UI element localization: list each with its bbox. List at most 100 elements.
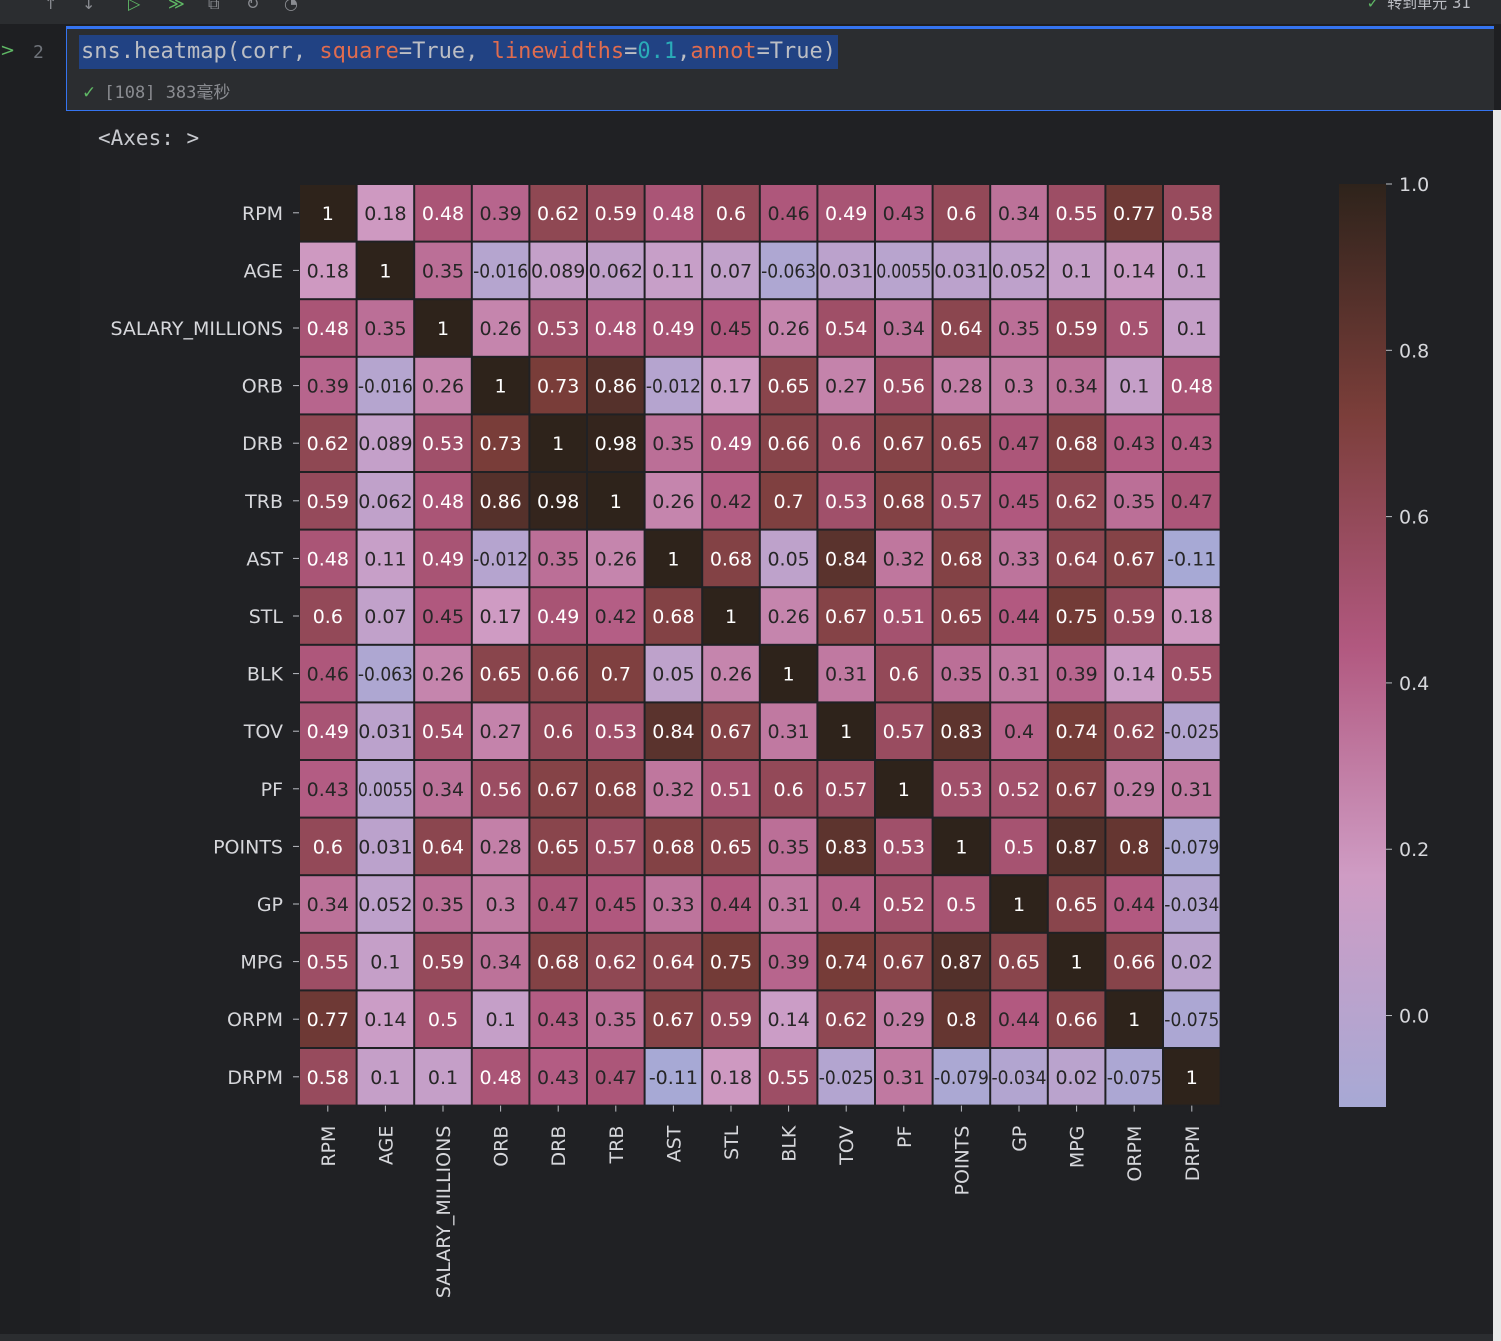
heatmap-annotation: 0.73 (479, 433, 521, 455)
heatmap-annotation: 0.31 (998, 664, 1040, 686)
heatmap-cell-stl-orb (472, 588, 529, 644)
heatmap-cell-gp-orb (472, 876, 529, 932)
heatmap-annotation: 0.53 (825, 491, 867, 513)
heatmap-cell-orpm-orpm (1106, 991, 1162, 1047)
heatmap-cell-orpm-salary_millions (415, 991, 471, 1047)
run-gutter-icon[interactable]: > (0, 40, 16, 61)
heatmap-cell-salary_millions-trb (588, 300, 644, 356)
heatmap-cell-gp-pf (876, 876, 932, 932)
heatmap-cell-blk-salary_millions (415, 645, 471, 702)
heatmap-cell-rpm-mpg (1048, 185, 1105, 241)
run-cell-icon[interactable]: ▷ (128, 0, 141, 13)
heatmap-cell-pf-orpm (1106, 761, 1162, 817)
goto-cell-link[interactable]: ✓ 转到单元 31 (1367, 0, 1471, 13)
heatmap-annotation: 0.86 (595, 376, 637, 398)
heatmap-cell-orpm-tov (818, 991, 874, 1047)
scrollbar[interactable] (1493, 110, 1501, 1341)
heatmap-annotation: -0.063 (358, 664, 413, 686)
heatmap-cell-rpm-salary_millions (415, 185, 471, 241)
heatmap-annotation: 0.66 (537, 664, 579, 686)
heatmap-cell-ast-ast (645, 530, 702, 587)
heatmap-annotation: 0.49 (422, 548, 464, 570)
heatmap-cell-drb-orpm (1106, 415, 1162, 471)
heatmap-cell-drb-mpg (1048, 415, 1105, 471)
y-tick-label: TRB (244, 491, 283, 513)
heatmap-cell-orb-gp (991, 357, 1047, 414)
heatmap-annotation: 0.65 (537, 836, 579, 858)
notebook-toolbar: ↑ ↓ ▷ ≫ ⧉ ↻ ◔ ✓ 转到单元 31 (0, 0, 1501, 24)
heatmap-cell-salary_millions-orb (472, 300, 529, 356)
code-line[interactable]: sns.heatmap(corr, square=True, linewidth… (79, 35, 839, 69)
heatmap-annotation: 0.53 (537, 318, 579, 340)
heatmap-cell-drb-drpm (1164, 415, 1220, 471)
heatmap-cell-mpg-drpm (1164, 933, 1220, 990)
heatmap-annotation: 0.43 (1171, 433, 1213, 455)
status-bar (0, 1334, 1493, 1341)
heatmap-cell-mpg-blk (760, 933, 817, 990)
colorbar-tick-label: 1.0 (1399, 174, 1429, 196)
heatmap-cell-tov-rpm (300, 703, 356, 759)
heatmap-cell-gp-tov (818, 876, 874, 932)
restart-icon[interactable]: ↻ (246, 0, 260, 13)
heatmap-annotation: 0.46 (307, 664, 349, 686)
heatmap-cell-salary_millions-blk (760, 300, 817, 356)
heatmap-annotation: 1 (495, 376, 507, 398)
heatmap-cell-age-stl (703, 242, 759, 299)
heatmap-cell-ast-tov (818, 530, 874, 587)
heatmap-cell-ast-points (933, 530, 990, 587)
heatmap-cell-salary_millions-drpm (1164, 300, 1220, 356)
heatmap-annotation: 0.11 (652, 260, 694, 282)
colorbar-tick-label: 0.0 (1399, 1006, 1429, 1028)
heatmap-cell-gp-stl (703, 876, 759, 932)
heatmap-annotation: -0.075 (1107, 1067, 1162, 1089)
heatmap-annotation: -0.063 (761, 260, 816, 282)
copy-output-icon[interactable]: ⧉ (208, 0, 220, 13)
heatmap-annotation: 0.68 (883, 491, 925, 513)
heatmap-annotation: 0.64 (1055, 548, 1097, 570)
heatmap-cell-blk-orb (472, 645, 529, 702)
heatmap-annotation: 0.49 (652, 318, 694, 340)
heatmap-cell-blk-trb (588, 645, 644, 702)
heatmap-cell-ast-orb (472, 530, 529, 587)
line-number: 2 (33, 42, 44, 63)
heatmap-annotation: 0.62 (307, 433, 349, 455)
heatmap-cell-orb-blk (760, 357, 817, 414)
heatmap-annotation: 0.1 (1061, 260, 1091, 282)
heatmap-annotation: 0.67 (1055, 779, 1097, 801)
heatmap-annotation: 0.31 (825, 664, 867, 686)
heatmap-annotation: 0.48 (422, 203, 464, 225)
move-down-icon[interactable]: ↓ (82, 0, 96, 13)
heatmap-annotation: 0.47 (595, 1067, 637, 1089)
heatmap-annotation: 0.56 (479, 779, 521, 801)
heatmap-cell-tov-drb (530, 703, 586, 759)
heatmap-cell-mpg-pf (876, 933, 932, 990)
colorbar (1339, 184, 1386, 1107)
heatmap-annotation: -0.079 (934, 1067, 989, 1089)
heatmap-annotation: 0.66 (1055, 1009, 1097, 1031)
y-tick-label: PF (261, 779, 283, 801)
code-sep: , (677, 39, 691, 64)
heatmap-annotation: 0.48 (479, 1067, 521, 1089)
github-icon[interactable]: ◔ (284, 0, 298, 13)
heatmap-cell-points-tov (818, 818, 874, 875)
heatmap-annotation: 0.1 (370, 1067, 400, 1089)
heatmap-annotation: 0.6 (716, 203, 746, 225)
run-all-below-icon[interactable]: ≫ (168, 0, 185, 13)
heatmap-cell-age-gp (991, 242, 1047, 299)
heatmap-annotation: 0.35 (652, 433, 694, 455)
heatmap-annotation: 0.39 (307, 376, 349, 398)
heatmap-cell-orb-age (357, 357, 414, 414)
heatmap-annotation: 1 (552, 433, 564, 455)
heatmap-cell-stl-salary_millions (415, 588, 471, 644)
move-up-icon[interactable]: ↑ (44, 0, 58, 13)
heatmap-annotation: 0.53 (422, 433, 464, 455)
heatmap-cell-gp-rpm (300, 876, 356, 932)
heatmap-cell-drpm-blk (760, 1049, 817, 1105)
heatmap-annotation: 0.3 (485, 894, 515, 916)
heatmap-annotation: 0.18 (364, 203, 406, 225)
heatmap-annotation: 0.53 (595, 721, 637, 743)
heatmap-cell-tov-salary_millions (415, 703, 471, 759)
heatmap-annotation: 0.59 (1055, 318, 1097, 340)
x-tick-label: ORB (491, 1126, 513, 1167)
heatmap-annotation: 0.59 (422, 952, 464, 974)
